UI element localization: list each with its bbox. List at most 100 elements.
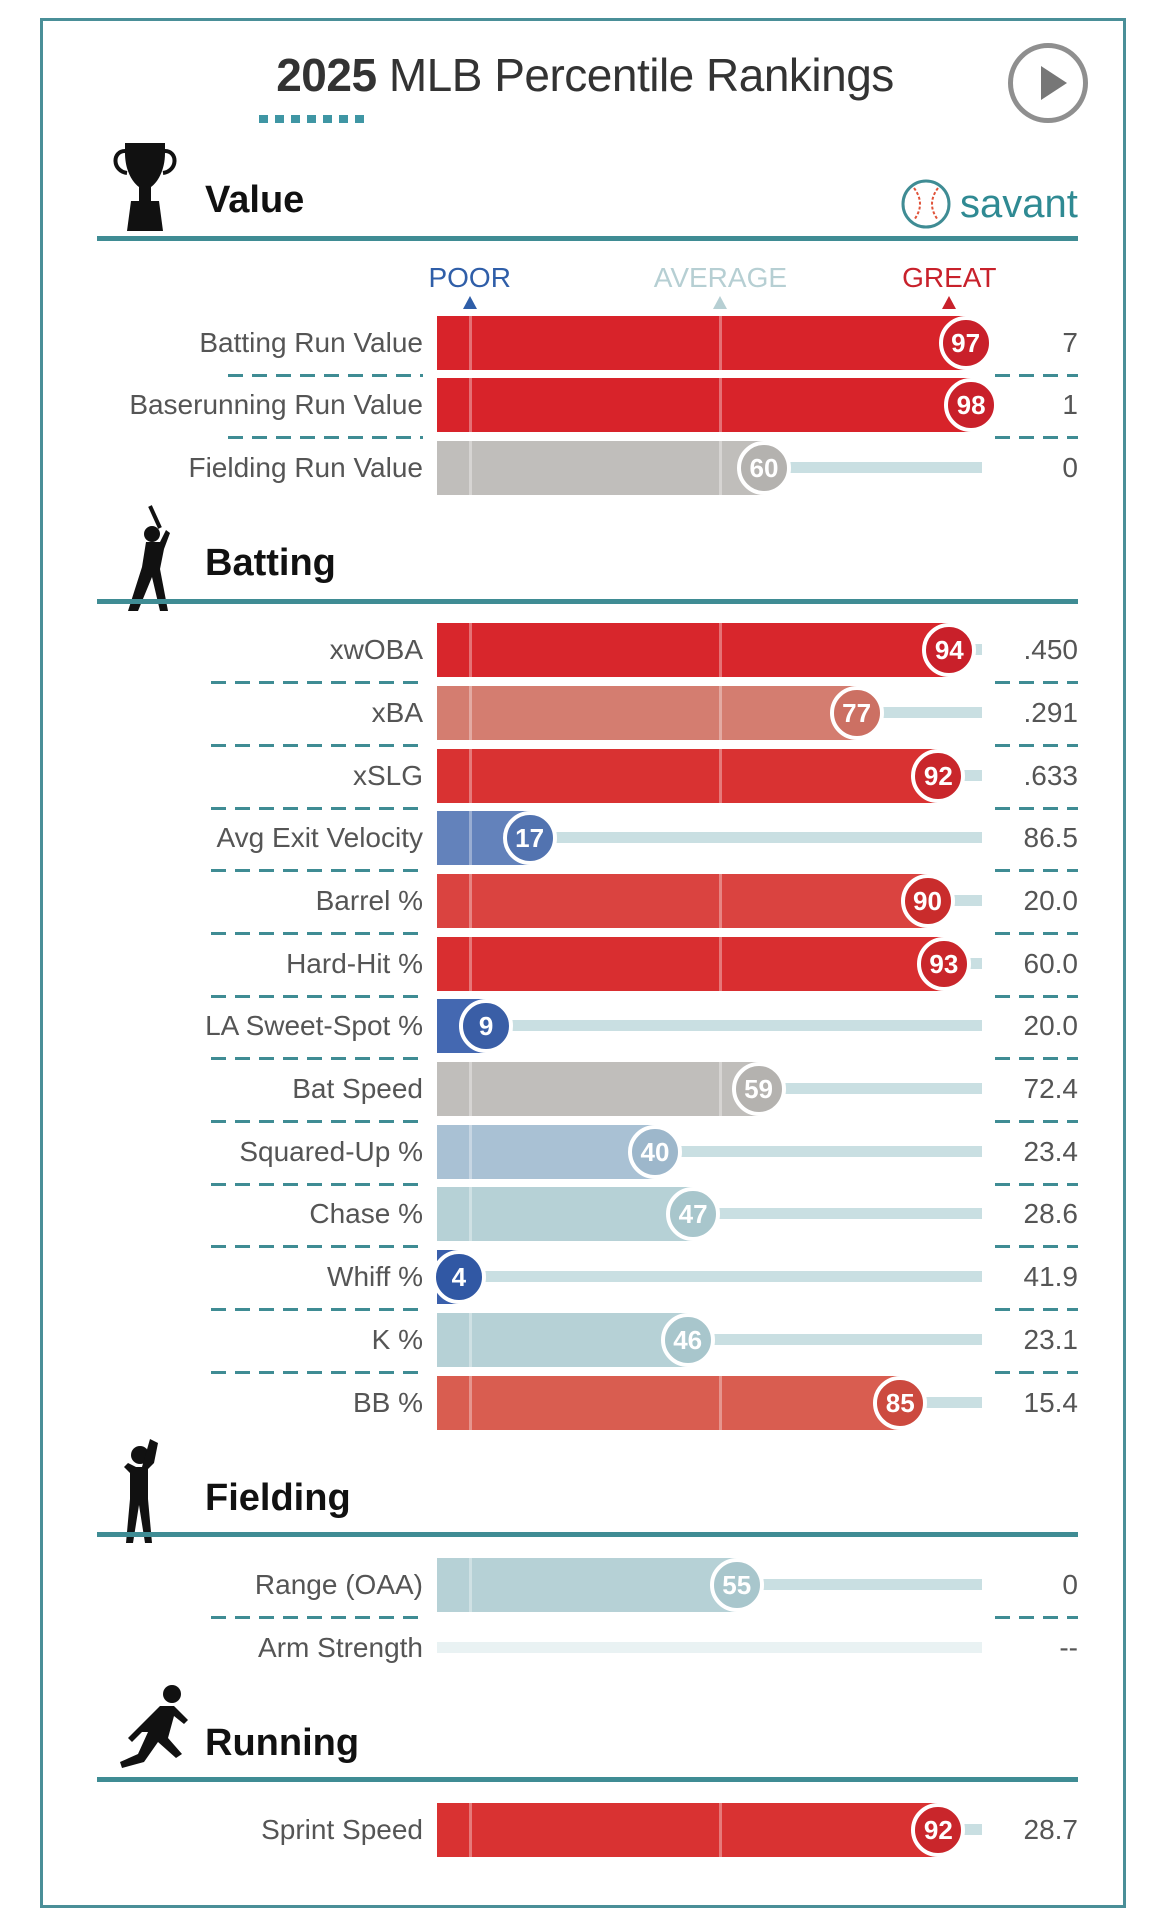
percentile-bar [437,1558,737,1612]
metric-label: Barrel % [315,885,423,916]
row-separator-left [211,744,423,747]
percentile-badge: 93 [916,937,971,991]
page-title: 2025 MLB Percentile Rankings [0,48,1170,102]
percentile-badge: 17 [502,811,557,865]
trophy-icon [110,141,180,246]
row-separator-right [995,1616,1078,1619]
scale-poor-marker-icon [462,296,477,309]
percentile-badge: 9 [459,999,514,1053]
percentile-bar [437,1125,655,1179]
percentile-bar [437,874,928,928]
row-separator-right [995,374,1078,377]
percentile-track [486,1020,982,1031]
row-separator-left [228,436,423,439]
metric-label: Fielding Run Value [188,452,423,483]
row-separator-left [211,1245,423,1248]
percentile-badge: 97 [938,316,993,370]
percentile-badge: 40 [628,1125,682,1179]
brand-text: savant [960,181,1078,226]
row-separator-left [211,869,423,872]
row-separator-left [211,932,423,935]
metric-label: Sprint Speed [261,1814,423,1845]
percentile-track [437,1642,982,1653]
percentile-track [458,1271,982,1282]
title-underline [259,115,369,123]
section-divider [97,599,1078,604]
row-separator-right [995,681,1078,684]
row-separator-right [995,932,1078,935]
scale-great-label: GREAT [902,262,997,293]
row-separator-right [995,1183,1078,1186]
metric-value: .450 [1023,634,1079,665]
section-divider [97,236,1078,241]
row-separator-left [211,1308,423,1311]
metric-value: -- [1059,1632,1078,1663]
metric-label: Whiff % [327,1261,423,1292]
metric-value: 23.4 [1023,1136,1079,1167]
percentile-bar [437,1376,901,1430]
title-year: 2025 [276,49,377,101]
metric-value: 7 [1062,327,1078,358]
section-divider [97,1532,1078,1537]
row-separator-right [995,1308,1078,1311]
gridline [468,1803,472,1857]
row-separator-left [211,681,423,684]
percentile-track [758,1083,982,1094]
metric-value: 41.9 [1023,1261,1079,1292]
gridline [468,937,472,991]
section-title-running: Running [205,1722,360,1764]
gridline [719,749,723,803]
batter-icon [110,504,180,619]
gridline [719,937,723,991]
percentile-badge: 85 [873,1376,928,1430]
gridline [719,874,723,928]
metric-label: Bat Speed [292,1073,423,1104]
row-separator-right [995,436,1078,439]
percentile-bar [437,378,972,432]
percentile-bar [437,623,950,677]
row-separator-right [995,1057,1078,1060]
gridline [468,623,472,677]
gridline [468,686,472,740]
percentile-track [927,895,982,906]
row-separator-left [228,374,423,377]
percentile-track [655,1146,982,1157]
section-title-batting: Batting [205,542,336,584]
metric-value: 0 [1062,1569,1078,1600]
scale-average-marker-icon [713,296,728,309]
percentile-badge: 90 [900,874,955,928]
percentile-badge: 46 [660,1313,715,1367]
row-separator-right [995,1245,1078,1248]
percentile-badge: 77 [829,686,884,740]
percentile-badge: 94 [922,623,977,677]
percentile-bar [437,1803,939,1857]
row-separator-left [211,1183,423,1186]
row-separator-right [995,995,1078,998]
fielder-icon [110,1437,170,1552]
row-separator-left [211,807,423,810]
scale-average-label: AVERAGE [653,262,788,293]
percentile-bar [437,749,939,803]
runner-icon [110,1682,200,1787]
gridline [468,1313,472,1367]
percentile-badge: 92 [911,749,966,803]
row-separator-right [995,807,1078,810]
row-separator-right [995,869,1078,872]
card-frame [40,18,1126,1908]
baseball-icon [901,179,951,229]
play-button[interactable] [1008,43,1088,123]
metric-value: 23.1 [1023,1324,1079,1355]
metric-label: Arm Strength [258,1632,423,1663]
percentile-bar [437,1313,688,1367]
row-separator-left [211,995,423,998]
gridline [468,1558,472,1612]
gridline [468,316,472,370]
metric-label: BB % [352,1387,423,1418]
metric-value: 20.0 [1023,885,1079,916]
gridline [468,441,472,495]
section-divider [97,1777,1078,1782]
row-separator-right [995,744,1078,747]
gridline [468,1376,472,1430]
metric-label: xBA [371,697,423,728]
metric-value: 0 [1062,452,1078,483]
